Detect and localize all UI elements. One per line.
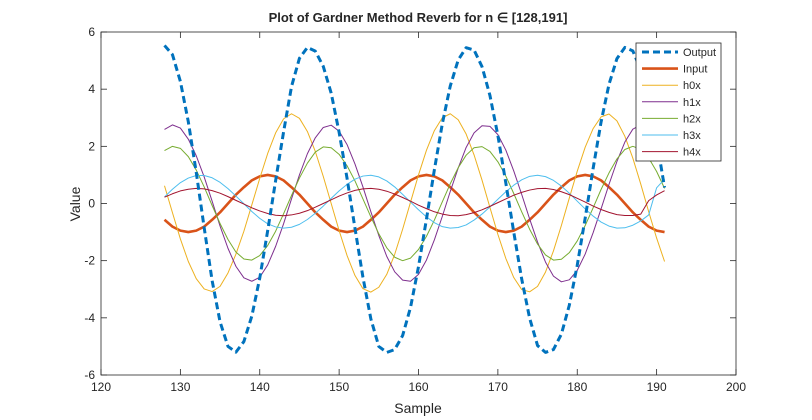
- legend: Output Input h0x h1x h2x h3x h4x: [635, 42, 722, 162]
- y-tick-label: -2: [84, 254, 95, 268]
- x-axis-label: Sample: [394, 400, 442, 416]
- plot-area: [101, 32, 736, 375]
- legend-label-h3x: h3x: [683, 130, 701, 142]
- x-tick-label: 180: [567, 380, 587, 394]
- chart-title: Plot of Gardner Method Reverb for n ∈ [1…: [269, 10, 568, 25]
- series-line-h0x: [164, 113, 666, 293]
- x-tick-label: 190: [647, 380, 667, 394]
- y-tick-label: 2: [88, 139, 95, 153]
- legend-label-input: Input: [683, 64, 707, 76]
- y-tick-label: 6: [88, 25, 95, 39]
- axes: 120 130 140 150 160 170 180 190 200 -6 -4 -2 0 2 4 6: [84, 25, 746, 394]
- series-line-h1x: [164, 124, 666, 283]
- legend-label-h1x: h1x: [683, 97, 701, 109]
- x-tick-label: 200: [726, 380, 746, 394]
- x-tick-label: 120: [91, 380, 111, 394]
- series-line-output: [163, 44, 667, 354]
- x-tick-label: 130: [170, 380, 190, 394]
- x-tick-label: 140: [250, 380, 270, 394]
- legend-label-output: Output: [683, 47, 716, 59]
- y-tick-label: -4: [84, 311, 95, 325]
- series-line-h3x: [164, 174, 665, 229]
- series-layer: [163, 44, 667, 354]
- x-tick-label: 160: [408, 380, 428, 394]
- y-tick-label: -6: [84, 368, 95, 382]
- series-line-h4x: [164, 187, 665, 217]
- legend-label-h0x: h0x: [683, 80, 701, 92]
- x-tick-label: 170: [488, 380, 508, 394]
- legend-label-h2x: h2x: [683, 113, 701, 125]
- y-tick-label: 4: [88, 82, 95, 96]
- y-axis-label: Value: [67, 186, 83, 221]
- legend-label-h4x: h4x: [683, 147, 701, 159]
- series-line-input: [163, 173, 665, 234]
- y-tick-label: 0: [88, 197, 95, 211]
- x-tick-label: 150: [329, 380, 349, 394]
